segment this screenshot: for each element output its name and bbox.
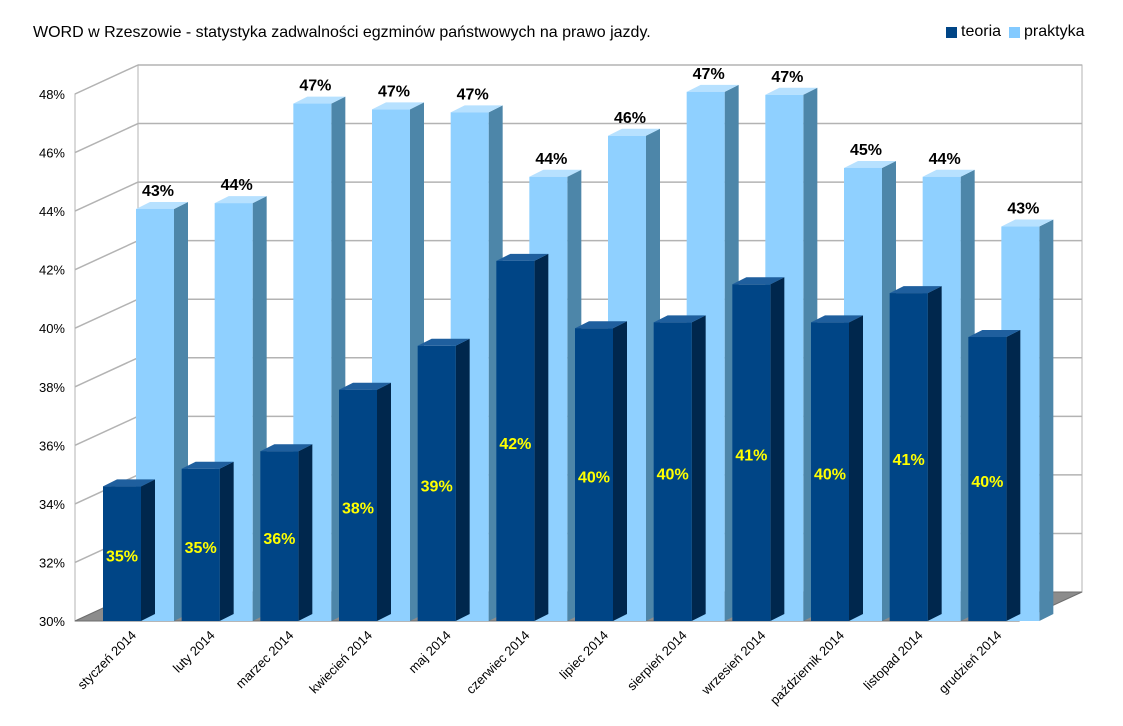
data-label-praktyka: 46% bbox=[614, 110, 646, 127]
bar-teoria bbox=[889, 286, 942, 621]
y-tick-label: 38% bbox=[39, 380, 65, 395]
data-label-teoria: 41% bbox=[735, 448, 767, 465]
legend-swatch-praktyka bbox=[1009, 26, 1021, 38]
data-label-praktyka: 47% bbox=[299, 78, 331, 95]
data-label-praktyka: 44% bbox=[221, 177, 253, 194]
legend: teoria praktyka bbox=[946, 23, 1093, 41]
y-tick-label: 36% bbox=[39, 438, 65, 453]
data-label-teoria: 41% bbox=[893, 452, 925, 469]
bar-teoria bbox=[417, 338, 470, 621]
x-tick-label: styczeń 2014 bbox=[74, 628, 139, 693]
gridline-side bbox=[74, 122, 139, 154]
x-tick-label: marzec 2014 bbox=[233, 628, 297, 692]
bar-teoria bbox=[181, 461, 234, 621]
data-label-praktyka: 43% bbox=[142, 183, 174, 200]
legend-label-praktyka: praktyka bbox=[1024, 23, 1085, 40]
bar-teoria bbox=[732, 277, 785, 621]
y-tick-label: 32% bbox=[39, 555, 65, 570]
data-label-praktyka: 47% bbox=[378, 83, 410, 100]
data-label-praktyka: 43% bbox=[1007, 201, 1039, 218]
bar-teoria bbox=[968, 330, 1021, 621]
bar-teoria bbox=[339, 382, 391, 621]
data-label-teoria: 36% bbox=[263, 531, 295, 548]
data-label-teoria: 40% bbox=[657, 467, 689, 484]
x-tick-label: czerwiec 2014 bbox=[463, 628, 532, 697]
data-label-praktyka: 47% bbox=[771, 69, 803, 86]
x-tick-label: luty 2014 bbox=[170, 628, 218, 676]
gridline-side bbox=[74, 357, 139, 388]
x-tick-label: maj 2014 bbox=[405, 628, 453, 676]
bar-teoria bbox=[496, 253, 549, 621]
data-label-praktyka: 47% bbox=[457, 86, 489, 103]
x-tick-label: sierpień 2014 bbox=[624, 628, 690, 694]
data-label-teoria: 42% bbox=[499, 436, 531, 453]
y-tick-label: 46% bbox=[39, 146, 65, 161]
data-label-praktyka: 45% bbox=[850, 142, 882, 159]
y-tick-label: 48% bbox=[39, 87, 65, 102]
y-tick-label: 42% bbox=[39, 263, 65, 278]
bar-teoria bbox=[811, 315, 863, 621]
gridline-side bbox=[74, 64, 139, 95]
data-label-teoria: 38% bbox=[342, 500, 374, 517]
legend-label-teoria: teoria bbox=[961, 23, 1002, 40]
gridline-side bbox=[74, 415, 139, 447]
legend-item-praktyka: praktyka bbox=[1009, 23, 1085, 41]
data-label-praktyka: 44% bbox=[535, 151, 567, 168]
x-tick-label: październik 2014 bbox=[767, 628, 847, 708]
x-tick-label: wrzesień 2014 bbox=[698, 628, 769, 699]
gridline-side bbox=[74, 239, 139, 271]
y-tick-label: 44% bbox=[39, 204, 65, 219]
data-label-teoria: 40% bbox=[814, 467, 846, 484]
x-tick-label: lipiec 2014 bbox=[557, 628, 612, 683]
data-label-praktyka: 44% bbox=[929, 151, 961, 168]
y-tick-label: 34% bbox=[39, 497, 65, 512]
bar-teoria bbox=[653, 315, 706, 621]
data-label-teoria: 35% bbox=[106, 549, 138, 566]
legend-swatch-teoria bbox=[946, 26, 957, 38]
data-label-teoria: 40% bbox=[578, 470, 610, 487]
bar-teoria bbox=[575, 321, 627, 621]
data-label-teoria: 40% bbox=[971, 474, 1003, 491]
y-tick-label: 40% bbox=[39, 321, 65, 336]
x-tick-label: listopad 2014 bbox=[860, 628, 925, 693]
bar-teoria bbox=[103, 479, 155, 621]
chart-title: WORD w Rzeszowie - statystyka zadwalnośc… bbox=[33, 24, 651, 41]
data-label-teoria: 35% bbox=[185, 540, 217, 557]
bar-teoria bbox=[260, 444, 313, 621]
y-tick-label: 30% bbox=[39, 614, 65, 629]
data-label-praktyka: 47% bbox=[693, 66, 725, 83]
x-tick-label: grudzień 2014 bbox=[936, 628, 1005, 697]
gridline-side bbox=[74, 181, 139, 212]
gridline-side bbox=[74, 298, 139, 329]
x-tick-label: kwiecień 2014 bbox=[306, 628, 375, 697]
data-label-teoria: 39% bbox=[421, 478, 453, 495]
legend-item-teoria: teoria bbox=[946, 23, 1001, 41]
